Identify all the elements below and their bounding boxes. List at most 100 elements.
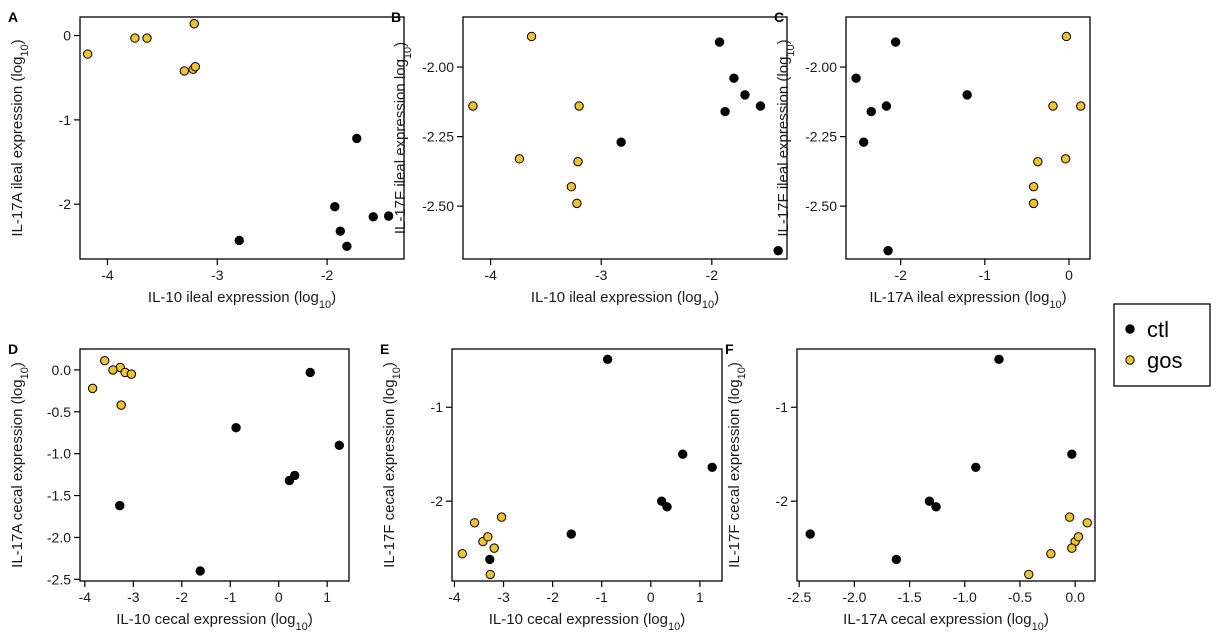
point-ctl (805, 529, 815, 539)
point-ctl (485, 554, 495, 565)
x-tick-label: -1.0 (953, 589, 977, 605)
panel-b: B -4 -3 -2 -2.00 -2.25 -2.50 IL-10 ileal expres… (391, 9, 788, 311)
legend-label-gos: gos (1147, 348, 1182, 373)
plot-frame (79, 16, 405, 260)
point-ctl (924, 496, 935, 506)
point-ctl (890, 37, 901, 47)
point-gos (514, 154, 525, 164)
x-tick-label: -2.0 (842, 589, 866, 605)
x-tick-label: -1 (979, 267, 992, 283)
y-tick-label: -2 (59, 196, 72, 212)
point-ctl (740, 90, 750, 100)
x-axis-title: IL-17A cecal expression (log10) (843, 611, 1049, 633)
point-ctl (234, 235, 244, 246)
point-gos (1060, 154, 1071, 164)
point-ctl (656, 496, 667, 506)
x-tick-label: -4 (101, 267, 114, 283)
y-tick-label: -1 (776, 399, 789, 415)
point-ctl (334, 440, 345, 451)
y-tick-label: -2 (776, 493, 789, 509)
y-tick-label: -1.5 (47, 488, 71, 504)
x-tick-label: 0.0 (1065, 589, 1085, 605)
y-axis-title: IL-17F cecal expression (log10) (726, 362, 748, 568)
point-ctl (851, 73, 861, 83)
y-tick-label: -2 (431, 493, 444, 509)
y-axis-title: IL-17F ileal expression log10) (392, 42, 414, 234)
x-tick-label: -1.5 (898, 589, 922, 605)
point-gos (572, 198, 582, 209)
point-ctl (858, 137, 869, 147)
point-gos (82, 49, 93, 59)
panel-label: C (774, 9, 784, 25)
point-ctl (330, 202, 340, 212)
x-tick-label: -2 (176, 589, 189, 605)
point-ctl (335, 226, 345, 236)
y-tick-label: -1.0 (47, 446, 71, 462)
x-tick-label: -2.5 (787, 589, 811, 605)
point-gos (179, 66, 190, 76)
legend-marker-gos (1125, 355, 1135, 365)
panel-label: B (391, 9, 401, 25)
point-ctl (962, 90, 972, 100)
x-tick-label: -2 (546, 589, 559, 605)
point-gos (126, 369, 137, 379)
y-tick-label: -2.25 (805, 129, 837, 145)
point-gos (100, 356, 110, 366)
point-ctl (383, 211, 394, 221)
x-tick-label: -4 (448, 589, 461, 605)
point-ctl (616, 137, 626, 147)
point-gos (1076, 101, 1086, 111)
x-tick-label: 0 (1065, 267, 1073, 283)
point-ctl (755, 101, 766, 111)
point-ctl (714, 37, 725, 47)
plot-frame (462, 16, 788, 260)
x-tick-label: -1 (224, 589, 237, 605)
point-gos (483, 532, 493, 542)
x-tick-label: -2 (321, 267, 334, 283)
panels: A -4 -3 -2 -2 -1 0 IL-10 ileal expression (log1… (8, 9, 1096, 633)
x-axis-title: IL-10 ileal expression (log10) (531, 289, 719, 311)
point-gos (1046, 549, 1056, 559)
point-ctl (971, 462, 981, 473)
y-tick-label: 0.0 (52, 362, 72, 378)
panel-c: C -2 -1 0 -2.00 -2.25 -2.50 IL-17A ileal expres… (774, 9, 1091, 311)
point-ctl (866, 106, 876, 117)
x-tick-label: -2 (706, 267, 719, 283)
y-tick-label: -1 (431, 399, 444, 415)
point-ctl (662, 502, 672, 512)
point-gos (1061, 31, 1072, 42)
point-gos (1073, 532, 1084, 542)
point-gos (457, 549, 468, 559)
point-ctl (891, 554, 902, 565)
panel-label: E (380, 341, 389, 357)
point-gos (130, 33, 140, 43)
point-ctl (773, 245, 783, 256)
point-gos (485, 569, 495, 580)
plot-frame (845, 16, 1091, 260)
point-ctl (720, 106, 730, 117)
x-tick-label: -4 (484, 267, 497, 283)
point-gos (1067, 543, 1077, 553)
point-ctl (707, 462, 717, 473)
x-tick-label: -3 (497, 589, 510, 605)
point-ctl (352, 133, 362, 144)
point-gos (1064, 512, 1075, 522)
point-gos (469, 518, 480, 528)
y-tick-label: 0 (63, 28, 71, 44)
panel-label: F (725, 341, 734, 357)
point-ctl (1067, 449, 1077, 459)
point-ctl (195, 566, 205, 576)
point-ctl (729, 73, 739, 83)
x-tick-label: 1 (323, 589, 331, 605)
plot-frame (451, 348, 723, 582)
point-ctl (115, 500, 125, 511)
point-gos (142, 33, 152, 43)
legend-marker-ctl (1125, 324, 1135, 334)
y-tick-label: -2.0 (47, 529, 71, 545)
y-tick-label: -2.00 (805, 59, 837, 75)
legend-label-ctl: ctl (1147, 317, 1169, 342)
plot-frame (796, 348, 1096, 582)
point-gos (190, 62, 201, 72)
point-ctl (602, 354, 613, 365)
